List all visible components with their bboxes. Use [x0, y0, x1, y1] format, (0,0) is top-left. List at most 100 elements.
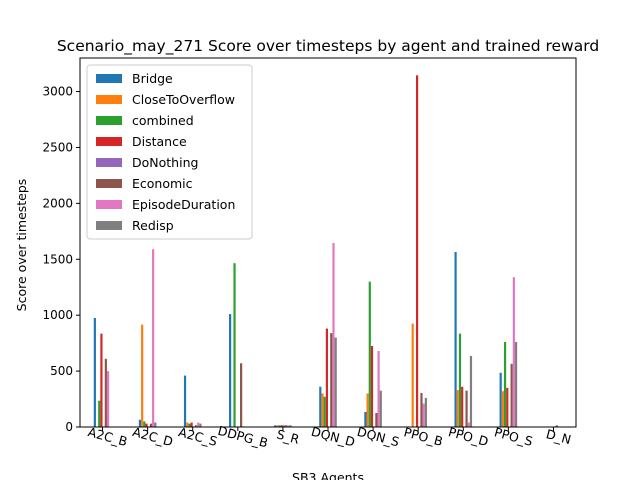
y-tick-label: 1500: [42, 252, 73, 266]
legend-label: Redisp: [132, 218, 174, 233]
bar-episodeduration-dqn_d: [332, 243, 335, 427]
x-axis-label: SB3 Agents: [292, 470, 364, 480]
bar-episodeduration-s_r: [287, 425, 290, 427]
legend-label: EpisodeDuration: [132, 197, 235, 212]
x-tick-label: S_R: [275, 426, 301, 446]
bar-redisp-ppo_d: [469, 355, 473, 427]
bar-redisp-ppo_b: [424, 397, 427, 427]
x-tick-label: PPO_D: [447, 424, 490, 449]
legend-swatch: [96, 74, 122, 83]
bar-bridge-ppo_d: [454, 252, 457, 427]
bar-distance-ppo_b: [415, 75, 419, 427]
x-tick-label: A2C_B: [86, 424, 129, 449]
bar-closetooverflow-dqn_s: [366, 393, 369, 427]
bar-episodeduration-ppo_b: [422, 403, 425, 427]
bar-economic-d_n: [555, 425, 558, 427]
legend-swatch: [96, 200, 122, 209]
bar-bridge-a2c_b: [93, 317, 96, 427]
bar-distance-dqn_d: [325, 328, 328, 427]
bar-economic-ppo_s: [510, 363, 513, 427]
bar-closetooverflow-dqn_d: [321, 393, 324, 427]
bar-bridge-a2c_s: [183, 375, 187, 427]
legend-swatch: [96, 221, 122, 230]
legend-swatch: [96, 179, 122, 188]
legend-label: Distance: [132, 134, 187, 149]
legend-box: [86, 64, 253, 240]
bar-combined-s_r: [278, 425, 281, 427]
legend-swatch: [96, 137, 122, 146]
legend-label: DoNothing: [132, 155, 198, 170]
bar-economic-a2c_b: [104, 358, 107, 427]
bar-economic-dqn_s: [375, 413, 378, 427]
bar-combined-a2c_d: [143, 421, 146, 427]
y-tick-label: 2500: [42, 140, 73, 154]
legend-label: CloseToOverflow: [132, 92, 235, 107]
bar-closetooverflow-a2c_s: [186, 422, 189, 427]
bar-distance-a2c_s: [190, 422, 193, 427]
x-tick-label: DQN_D: [310, 424, 357, 450]
bar-distance-dqn_s: [370, 345, 374, 427]
legend-swatch: [96, 158, 122, 167]
x-tick-label: A2C_S: [177, 424, 219, 449]
bar-redisp-dqn_d: [334, 337, 337, 427]
bar-closetooverflow-a2c_d: [141, 324, 144, 427]
bars-group: [93, 75, 558, 427]
bar-episodeduration-a2c_s: [197, 422, 200, 427]
bar-episodeduration-dqn_s: [377, 350, 380, 427]
y-axis-label: Score over timesteps: [14, 179, 29, 312]
bar-distance-ppo_d: [461, 386, 464, 427]
legend-label: Bridge: [132, 71, 173, 86]
bar-bridge-a2c_d: [138, 419, 142, 427]
bar-economic-a2c_d: [149, 423, 153, 427]
bar-bridge-s_r: [274, 425, 277, 427]
x-tick-label: A2C_D: [131, 424, 175, 449]
bar-combined-ppo_d: [458, 333, 462, 427]
legend: Bridge CloseToOverflow combined Distance DoN…: [86, 64, 253, 240]
bar-episodeduration-ppo_s: [512, 277, 515, 427]
x-tick-label: PPO_S: [493, 424, 535, 449]
bar-redisp-a2c_s: [199, 423, 202, 427]
y-tick-label: 1000: [42, 308, 73, 322]
y-tick-label: 500: [50, 364, 73, 378]
x-tick-label: D_N: [544, 426, 572, 447]
legend-swatch: [96, 95, 122, 104]
bar-combined-a2c_s: [188, 423, 191, 427]
bar-combined-ppo_s: [503, 342, 507, 427]
y-tick-label: 3000: [42, 85, 73, 99]
bar-economic-s_r: [285, 425, 288, 427]
bar-economic-dqn_d: [330, 333, 333, 427]
bar-redisp-a2c_d: [154, 422, 157, 427]
legend-label: combined: [132, 113, 194, 128]
bar-redisp-ppo_s: [514, 342, 518, 427]
legend-label: Economic: [132, 176, 193, 191]
bar-closetooverflow-ppo_d: [456, 390, 459, 427]
bar-closetooverflow-s_r: [276, 425, 279, 427]
bar-redisp-s_r: [289, 425, 292, 427]
bar-combined-ddpg_b: [233, 263, 236, 427]
plot-frame: [79, 57, 577, 428]
x-tick-label: DQN_S: [356, 424, 401, 450]
bar-bridge-ppo_s: [499, 372, 502, 427]
bar-distance-ppo_s: [506, 387, 509, 427]
chart-title: Scenario_may_271 Score over timesteps by…: [57, 37, 599, 56]
bar-episodeduration-ppo_d: [467, 422, 470, 427]
bar-combined-a2c_b: [98, 400, 101, 427]
bar-closetooverflow-ppo_b: [411, 323, 414, 427]
bar-redisp-dqn_s: [379, 390, 382, 427]
x-tick-label: PPO_B: [402, 424, 444, 449]
legend-swatch: [96, 116, 122, 125]
y-tick-label: 0: [65, 420, 73, 434]
bar-closetooverflow-ppo_s: [501, 391, 504, 427]
bar-bridge-ddpg_b: [229, 314, 232, 427]
bar-episodeduration-a2c_b: [106, 371, 110, 427]
bar-economic-ddpg_b: [240, 363, 243, 427]
bar-distance-a2c_d: [145, 423, 148, 427]
bar-distance-a2c_b: [100, 333, 103, 427]
bar-bridge-dqn_s: [364, 411, 367, 427]
bar-bridge-dqn_d: [319, 386, 322, 427]
bar-combined-dqn_d: [323, 396, 326, 427]
bar-episodeduration-a2c_d: [152, 249, 155, 427]
bar-donothing-s_r: [282, 425, 286, 427]
bar-combined-dqn_s: [368, 281, 371, 427]
